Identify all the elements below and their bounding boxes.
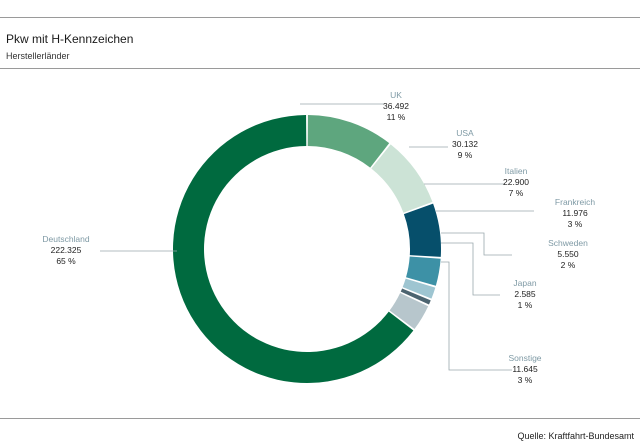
slice-usa (371, 144, 433, 213)
label-value-usa: 30.132 (452, 139, 478, 149)
label-percent-uk: 11 % (387, 112, 406, 122)
label-percent-japan: 1 % (518, 300, 533, 310)
chart-subtitle: Herstellerländer (6, 51, 70, 61)
header-rule (0, 68, 640, 69)
label-name-sonstige: Sonstige (508, 353, 541, 363)
label-name-frankreich: Frankreich (555, 197, 595, 207)
slice-frankreich (406, 256, 441, 286)
label-name-deutschland: Deutschland (42, 234, 90, 244)
label-name-usa: USA (456, 128, 474, 138)
label-name-schweden: Schweden (548, 238, 588, 248)
slice-uk (307, 115, 390, 168)
leader-line-schweden (441, 232, 512, 256)
slice-japan (400, 288, 431, 305)
slice-italien (403, 203, 441, 257)
chart-title: Pkw mit H-Kennzeichen (6, 32, 134, 46)
label-value-uk: 36.492 (383, 101, 409, 111)
slice-schweden (402, 278, 436, 299)
label-value-sonstige: 11.645 (512, 364, 538, 374)
slice-sonstige (389, 292, 429, 330)
source-note: Quelle: Kraftfahrt-Bundesamt (517, 431, 634, 441)
label-value-deutschland: 222.325 (51, 245, 82, 255)
label-name-italien: Italien (505, 166, 528, 176)
label-percent-frankreich: 3 % (568, 219, 583, 229)
label-value-japan: 2.585 (514, 289, 536, 299)
label-percent-italien: 7 % (509, 188, 524, 198)
label-name-japan: Japan (513, 278, 536, 288)
label-percent-schweden: 2 % (561, 260, 576, 270)
label-percent-deutschland: 65 % (56, 256, 76, 266)
label-value-frankreich: 11.976 (562, 208, 588, 218)
label-value-italien: 22.900 (503, 177, 529, 187)
label-percent-sonstige: 3 % (518, 375, 533, 385)
label-value-schweden: 5.550 (557, 249, 579, 259)
label-percent-usa: 9 % (458, 150, 473, 160)
footer-rule (0, 418, 640, 419)
leader-line-japan (441, 242, 500, 296)
top-rule (0, 17, 640, 18)
label-name-uk: UK (390, 90, 402, 100)
leader-line-sonstige (441, 261, 512, 371)
